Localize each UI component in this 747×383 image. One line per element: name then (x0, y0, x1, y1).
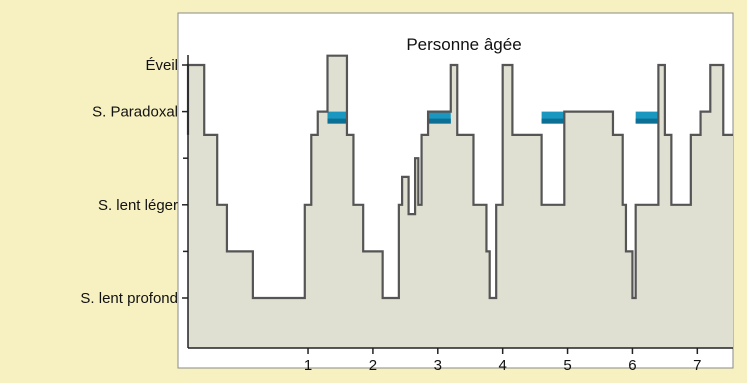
sleep-area-fill (188, 55, 733, 349)
paradoxal-segment-shade-1 (327, 118, 347, 124)
y-tick-label: S. lent profond (80, 290, 178, 307)
x-tick-label: 6 (628, 357, 636, 374)
x-tick-label: 5 (563, 357, 571, 374)
x-tick-label: 1 (304, 357, 312, 374)
hypnogram-line (186, 54, 733, 300)
paradoxal-segment-shade-2 (428, 118, 451, 124)
y-tick-label: Éveil (145, 57, 178, 74)
y-tick-label: S. lent léger (98, 197, 178, 214)
paradoxal-segment-shade-4 (635, 118, 659, 124)
x-tick-label: 3 (434, 357, 442, 374)
x-tick-label: 2 (369, 357, 377, 374)
paradoxal-segment-shade-3 (541, 118, 565, 124)
chart-title: Personne âgée (406, 35, 521, 54)
x-tick-label: 4 (499, 357, 507, 374)
x-tick-label: 7 (693, 357, 701, 374)
y-tick-label: S. Paradoxal (92, 104, 178, 121)
